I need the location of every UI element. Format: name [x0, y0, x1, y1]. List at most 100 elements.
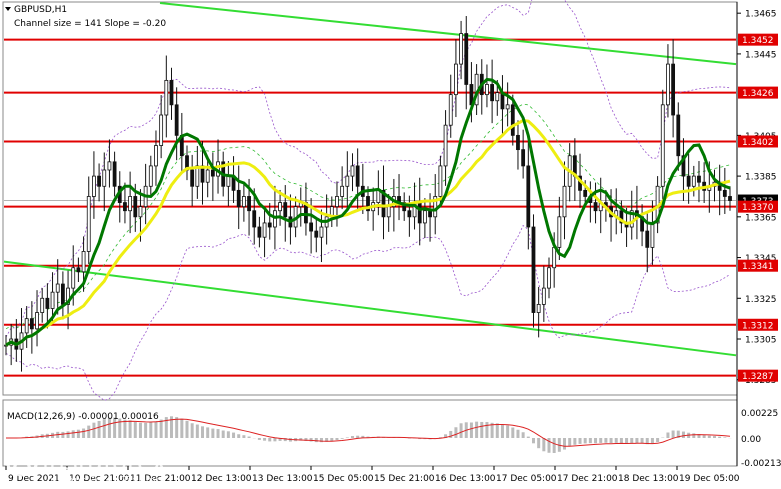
candle-body — [60, 283, 65, 305]
candle-body — [516, 134, 520, 151]
candle-body — [159, 114, 164, 146]
candle-body — [340, 185, 345, 197]
level-tag-bg — [738, 86, 778, 99]
candle-body — [66, 287, 70, 305]
candle-body — [355, 165, 360, 187]
time-label: 16 Dec 13:00 — [435, 474, 496, 484]
time-label: 13 Dec 13:00 — [252, 474, 313, 484]
ma-slow-line — [5, 118, 731, 347]
level-tag: 1.3370 — [742, 203, 774, 213]
candle-body — [45, 297, 50, 309]
candle-body — [133, 196, 138, 218]
candle-body — [267, 222, 272, 228]
candle-body — [205, 169, 210, 183]
candle-body — [443, 124, 448, 167]
candle-body — [273, 210, 277, 228]
candle-body — [681, 155, 686, 177]
candle-body — [381, 189, 386, 218]
candle-body — [283, 202, 288, 218]
candle-body — [112, 161, 117, 187]
candle-body — [35, 312, 39, 330]
candle-body — [722, 189, 727, 197]
channel-lower — [3, 260, 737, 357]
symbol-label: GBPUSD,H1 — [14, 5, 67, 15]
candle-body — [691, 175, 696, 187]
candle-body — [728, 196, 732, 201]
candle-body — [402, 202, 407, 212]
candle-body — [335, 196, 339, 208]
time-label: 9 Dec 2021 — [8, 474, 60, 484]
price-tick-label: 1.3465 — [745, 10, 777, 20]
candle-body — [29, 318, 34, 330]
time-label: 15 Dec 05:00 — [313, 474, 374, 484]
level-tag-bg — [738, 259, 778, 272]
candle-body — [366, 196, 370, 212]
candle-body — [531, 226, 536, 313]
level-tag: 1.3341 — [742, 262, 774, 272]
candle-body — [650, 222, 655, 248]
level-tag: 1.3402 — [742, 138, 774, 148]
price-tick-label: 1.3345 — [745, 254, 777, 264]
candle-body — [676, 114, 681, 157]
macd-level-bottom: -0.00213 — [741, 459, 781, 469]
level-tag-bg — [738, 318, 778, 331]
candle-body — [552, 246, 557, 269]
macd-label: MACD(12,26,9) -0.00001 0.00016 — [7, 412, 159, 422]
ma-fast-line — [5, 77, 731, 347]
candle-body — [174, 104, 179, 136]
candle-body — [257, 226, 262, 238]
macd-signal-line — [6, 418, 731, 447]
candle-body — [562, 185, 567, 218]
channel-info: Channel size = 141 Slope = -0.20 — [14, 19, 166, 29]
candle-body — [247, 196, 251, 212]
candle-body — [660, 104, 665, 187]
candle-body — [510, 104, 515, 136]
candle-body — [123, 202, 127, 212]
price-tick-label: 1.3305 — [745, 336, 777, 346]
candle-body — [97, 175, 101, 187]
candle-body — [345, 175, 350, 187]
time-label: 11 Dec 21:00 — [130, 474, 191, 484]
level-tag: 1.3452 — [742, 36, 774, 46]
bollinger-lower — [5, 224, 731, 401]
candle-body — [583, 189, 588, 197]
dropdown-triangle-icon[interactable] — [5, 7, 11, 11]
candle-body — [76, 267, 81, 273]
candle-body — [210, 169, 215, 177]
candle-body — [438, 165, 443, 197]
candle-body — [666, 63, 670, 106]
candle-body — [464, 33, 469, 85]
candle-body — [71, 267, 76, 289]
candle-body — [319, 226, 324, 238]
price-tick-label: 1.3365 — [745, 213, 777, 223]
macd-level-top: 0.00225 — [741, 409, 778, 419]
price-tick-label: 1.3325 — [745, 295, 777, 305]
candle-body — [40, 297, 45, 313]
candle-body — [309, 222, 314, 232]
trend-channel — [3, 2, 737, 357]
candle-body — [164, 79, 169, 116]
macd-indicator — [6, 416, 732, 453]
level-tags: 1.3452 1.3426 1.3402 1.3370 1.3341 1.3312 1.32… — [738, 33, 778, 382]
candle-body — [490, 84, 495, 102]
candle-body — [241, 196, 246, 208]
candle-body — [407, 210, 412, 218]
instaforex-logo: instaforex Instant Forex Trading — [5, 443, 167, 487]
level-tag-bg — [738, 135, 778, 148]
candle-body — [454, 63, 458, 96]
candle-body — [521, 149, 526, 167]
candle-body — [102, 169, 107, 187]
price-tick-label: 1.3445 — [745, 50, 777, 60]
candle-body — [92, 175, 96, 197]
level-tag: 1.3426 — [742, 89, 774, 99]
watermark-tagline: Instant Forex Trading — [47, 474, 163, 487]
candle-body — [645, 230, 650, 248]
candle-body — [169, 79, 174, 106]
time-label: 10 Dec 21:00 — [69, 474, 130, 484]
candles — [4, 16, 732, 372]
watermark-brand: instaforex — [42, 447, 167, 476]
candle-body — [485, 84, 489, 96]
candle-body — [557, 216, 562, 248]
candle-body — [459, 33, 463, 65]
